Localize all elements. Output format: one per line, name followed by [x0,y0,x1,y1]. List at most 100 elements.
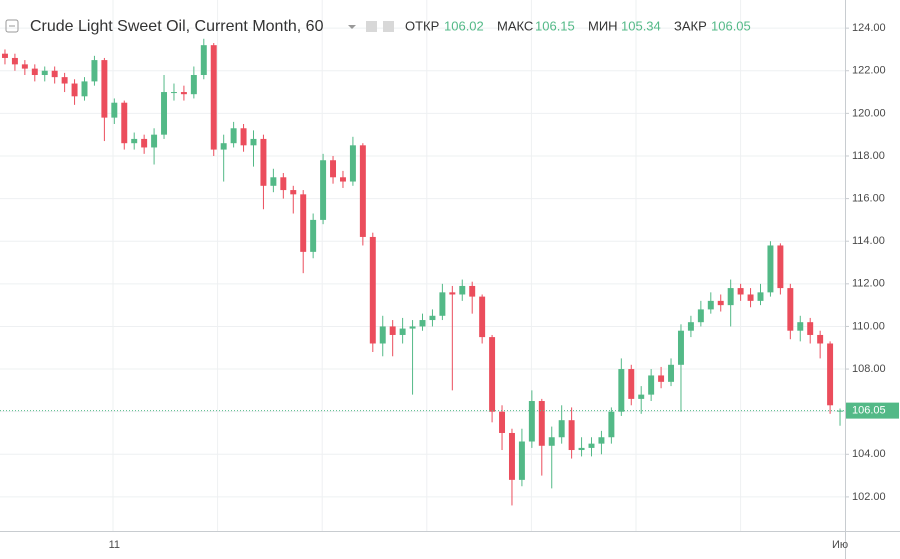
candle-body [697,309,704,323]
candle-body [240,128,247,146]
last-price-label: 106.05 [852,405,886,417]
close-label: ЗАКР [674,18,707,33]
collapse-icon[interactable] [5,19,19,33]
candle-body [290,190,297,195]
candle-body [598,437,605,444]
candle-body [608,411,615,438]
candle-body [439,292,446,316]
candle-body [180,92,187,95]
candle-body [11,57,18,65]
candle-body [389,326,396,335]
candle-body [668,364,675,382]
candle-body [479,296,486,338]
candle-body [568,420,575,451]
chart-title: Crude Light Sweet Oil, Current Month, 60 [30,18,324,35]
candle-body [101,60,108,118]
y-tick-label: 124.00 [852,22,886,34]
candle-body [409,326,416,329]
candle-body [349,145,356,182]
candle-body [379,326,386,344]
candle-body [220,143,227,150]
candle-body [71,83,78,97]
candle-body [270,177,277,186]
y-tick-label: 118.00 [852,150,885,162]
candle-body [677,330,684,365]
candle-body [210,45,217,150]
candle-body [827,343,834,406]
candle-body [687,322,694,331]
candle-body [429,315,436,321]
candle-body [1,53,8,58]
candle-body [747,294,754,301]
candle-body [727,288,734,306]
candle-body [737,288,744,295]
candle-body [131,138,138,144]
candle-body [190,75,197,95]
candle-body [260,138,267,186]
candle-body [51,70,58,78]
y-tick-label: 120.00 [852,107,886,119]
candle-body [628,369,635,399]
candle-body [419,320,426,327]
y-tick-label: 108.00 [852,363,886,375]
candle-body [787,288,794,331]
candle-body [578,447,585,451]
candle-body [707,300,714,310]
candle-body [359,145,366,237]
candle-body [230,128,237,144]
y-tick-label: 122.00 [852,65,886,77]
candle-body [151,134,158,148]
candle-body [81,81,88,97]
candle-body [141,138,148,148]
y-tick-label: 102.00 [852,491,886,503]
candle-body [111,102,118,118]
close-value: 106.05 [711,18,751,33]
candle-body [489,337,496,412]
candle-body [200,45,207,76]
candle-body [538,401,545,446]
candle-body [459,285,466,295]
candle-body [807,322,814,335]
y-tick-label: 116.00 [852,192,885,204]
candle-body [797,322,804,331]
candle-body [161,92,168,135]
high-value: 106.15 [535,18,575,33]
candle-body [638,394,645,399]
candle-body [61,77,68,84]
candle-body [369,236,376,344]
y-tick-label: 110.00 [852,320,885,332]
candle-body [250,138,257,146]
candle-body [508,432,515,480]
candles [0,38,845,506]
candle-body [91,60,98,82]
candle-body [518,441,525,480]
x-tick-label: Ию [832,539,848,551]
candle-body [558,420,565,438]
candle-body [320,160,327,220]
candle-body [339,177,346,182]
candle-body [300,194,307,252]
open-label: ОТКР [405,18,439,33]
last-price-box [846,402,899,419]
candle-body [280,177,287,191]
close-icon[interactable] [383,21,394,32]
candle-body [31,68,38,76]
candle-body [717,300,724,306]
settings-icon[interactable] [366,21,377,32]
candle-body [499,411,506,433]
candle-body [757,292,764,301]
candle-body [170,92,177,94]
candle-body [777,245,784,289]
y-tick-label: 112.00 [852,278,885,290]
candle-body [21,64,28,69]
candle-body [618,369,625,412]
high-label: МАКС [497,18,533,33]
candle-body [399,328,406,335]
candle-body [588,443,595,448]
low-value: 105.34 [621,18,661,33]
y-tick-label: 104.00 [852,448,886,460]
dropdown-arrow[interactable] [348,25,356,29]
candle-body [121,102,128,144]
